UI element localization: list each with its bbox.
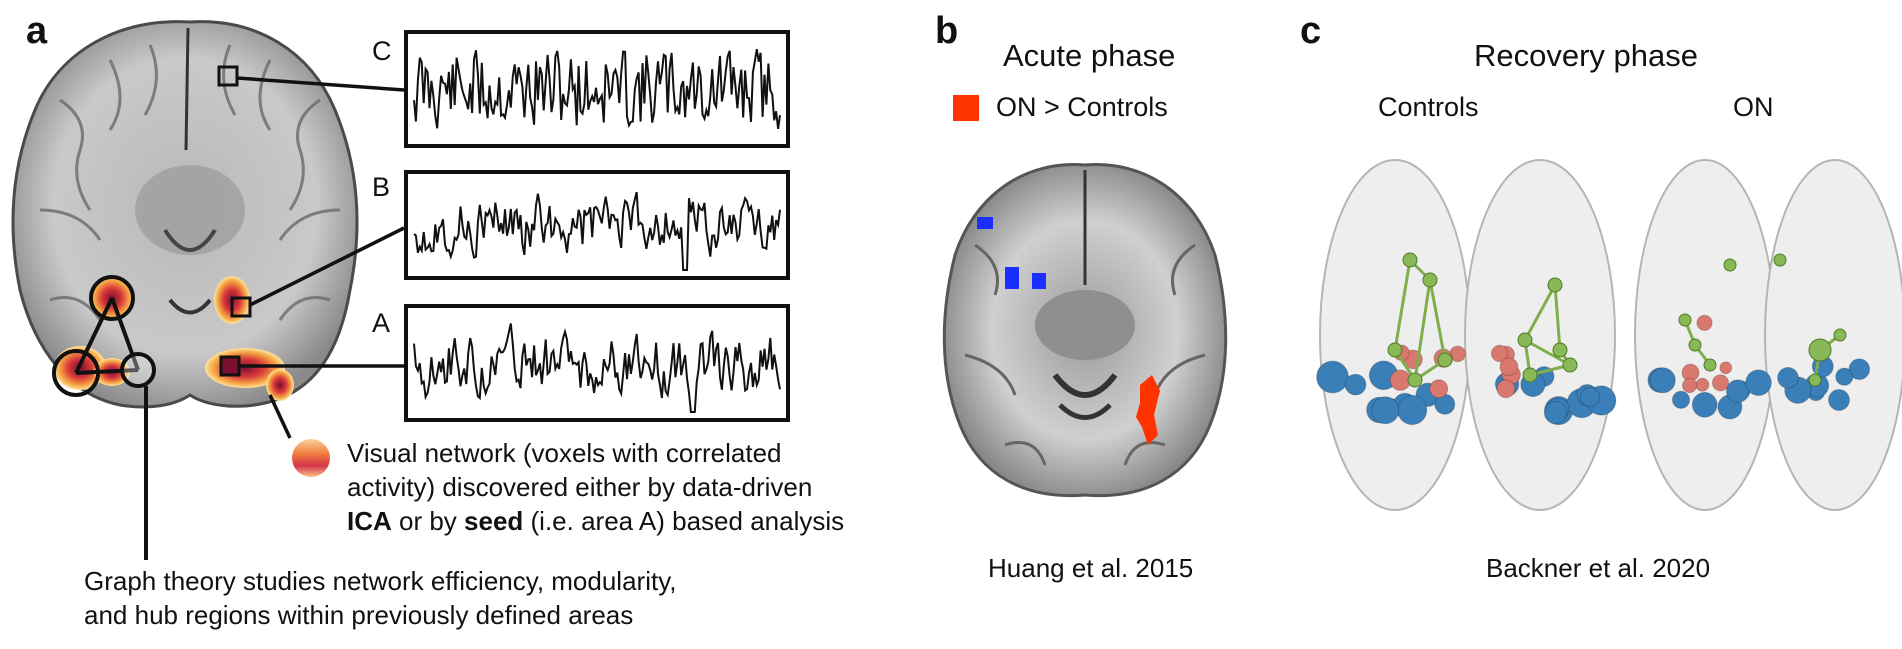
node-red	[1429, 379, 1449, 399]
timeseries-box-a	[404, 304, 790, 422]
node-red	[1696, 314, 1713, 331]
panel-c-title: Recovery phase	[1474, 38, 1699, 73]
node-green	[1562, 357, 1578, 373]
node-green	[1422, 272, 1438, 288]
panel-c-label: c	[1300, 10, 1322, 52]
glass-hemisphere	[1319, 159, 1471, 511]
node-blue	[1828, 389, 1850, 411]
node-green	[1402, 252, 1418, 268]
node-blue	[1691, 391, 1718, 418]
node-green	[1517, 332, 1533, 348]
node-red	[1719, 361, 1733, 375]
node-green	[1808, 338, 1832, 362]
node-green	[1407, 372, 1423, 388]
timeseries-box-c	[404, 30, 790, 148]
node-green	[1678, 313, 1692, 327]
node-green	[1387, 342, 1403, 358]
legend-swatch-red	[953, 95, 979, 121]
citation-huang: Huang et al. 2015	[988, 553, 1194, 583]
node-green	[1808, 373, 1822, 387]
edge-green	[1428, 279, 1447, 361]
glass-hemisphere	[1634, 159, 1776, 511]
panel-b-label: b	[935, 10, 959, 52]
visual-network-description: Visual network (voxels with correlated a…	[347, 438, 845, 536]
roi-c-square	[217, 65, 239, 87]
edge-green	[1524, 338, 1571, 367]
node-red	[1682, 377, 1698, 394]
glass-brains	[1316, 159, 1902, 511]
node-green	[1437, 352, 1453, 368]
panel-b-title: Acute phase	[1003, 38, 1176, 73]
node-green	[1703, 358, 1717, 372]
node-red	[1711, 374, 1730, 392]
timeseries-box-b	[404, 170, 790, 280]
group-label-controls: Controls	[1378, 92, 1479, 122]
node-green	[1833, 328, 1847, 342]
brain-slice-b	[942, 163, 1228, 498]
node-blue	[1543, 400, 1568, 425]
node-blue	[1835, 367, 1854, 386]
node-green	[1773, 253, 1787, 267]
trace-label-c: C	[372, 36, 392, 66]
trace-line	[413, 323, 781, 413]
node-green	[1552, 342, 1568, 358]
red-cluster	[1136, 375, 1160, 445]
graph-theory-description: Graph theory studies network efficiency,…	[84, 566, 677, 630]
node-red	[1490, 344, 1509, 363]
node-blue	[1344, 373, 1367, 396]
citation-backner: Backner et al. 2020	[1486, 553, 1711, 583]
graph-nodes	[52, 275, 156, 560]
trace-label-a: A	[372, 308, 391, 338]
edge-green	[1413, 279, 1432, 381]
node-red	[1695, 377, 1710, 392]
timeseries-c	[413, 49, 781, 130]
timeseries-b	[413, 191, 781, 271]
roi-b-square	[230, 296, 252, 318]
node-blue	[1671, 390, 1691, 409]
brain-axial-slice	[11, 20, 405, 560]
node-blue	[1848, 358, 1871, 380]
node-red	[1496, 379, 1516, 399]
visual-network-legend-icon	[292, 439, 330, 477]
trace-label-b: B	[372, 172, 391, 202]
node-green	[1688, 338, 1702, 352]
trace-line	[413, 49, 781, 130]
legend-label-on-controls: ON > Controls	[996, 92, 1168, 122]
edge-green	[1393, 259, 1412, 351]
node-blue	[1316, 360, 1349, 394]
node-green	[1547, 277, 1563, 293]
edge-green	[1553, 284, 1562, 351]
timeseries-a	[413, 323, 781, 413]
group-label-on: ON	[1733, 92, 1774, 122]
node-red	[1499, 357, 1519, 377]
node-green	[1723, 258, 1737, 272]
node-blue	[1777, 366, 1799, 389]
node-blue	[1371, 396, 1400, 425]
node-blue	[1745, 369, 1772, 396]
roi-a-square	[219, 355, 241, 377]
node-blue	[1579, 387, 1601, 408]
node-blue	[1397, 394, 1428, 426]
node-blue	[1649, 367, 1676, 394]
trace-line	[413, 191, 781, 271]
edge-green	[1523, 284, 1557, 341]
node-green	[1522, 367, 1538, 383]
glass-hemisphere	[1464, 159, 1616, 511]
panel-a-label: a	[26, 10, 48, 52]
blue-cluster	[977, 217, 993, 229]
